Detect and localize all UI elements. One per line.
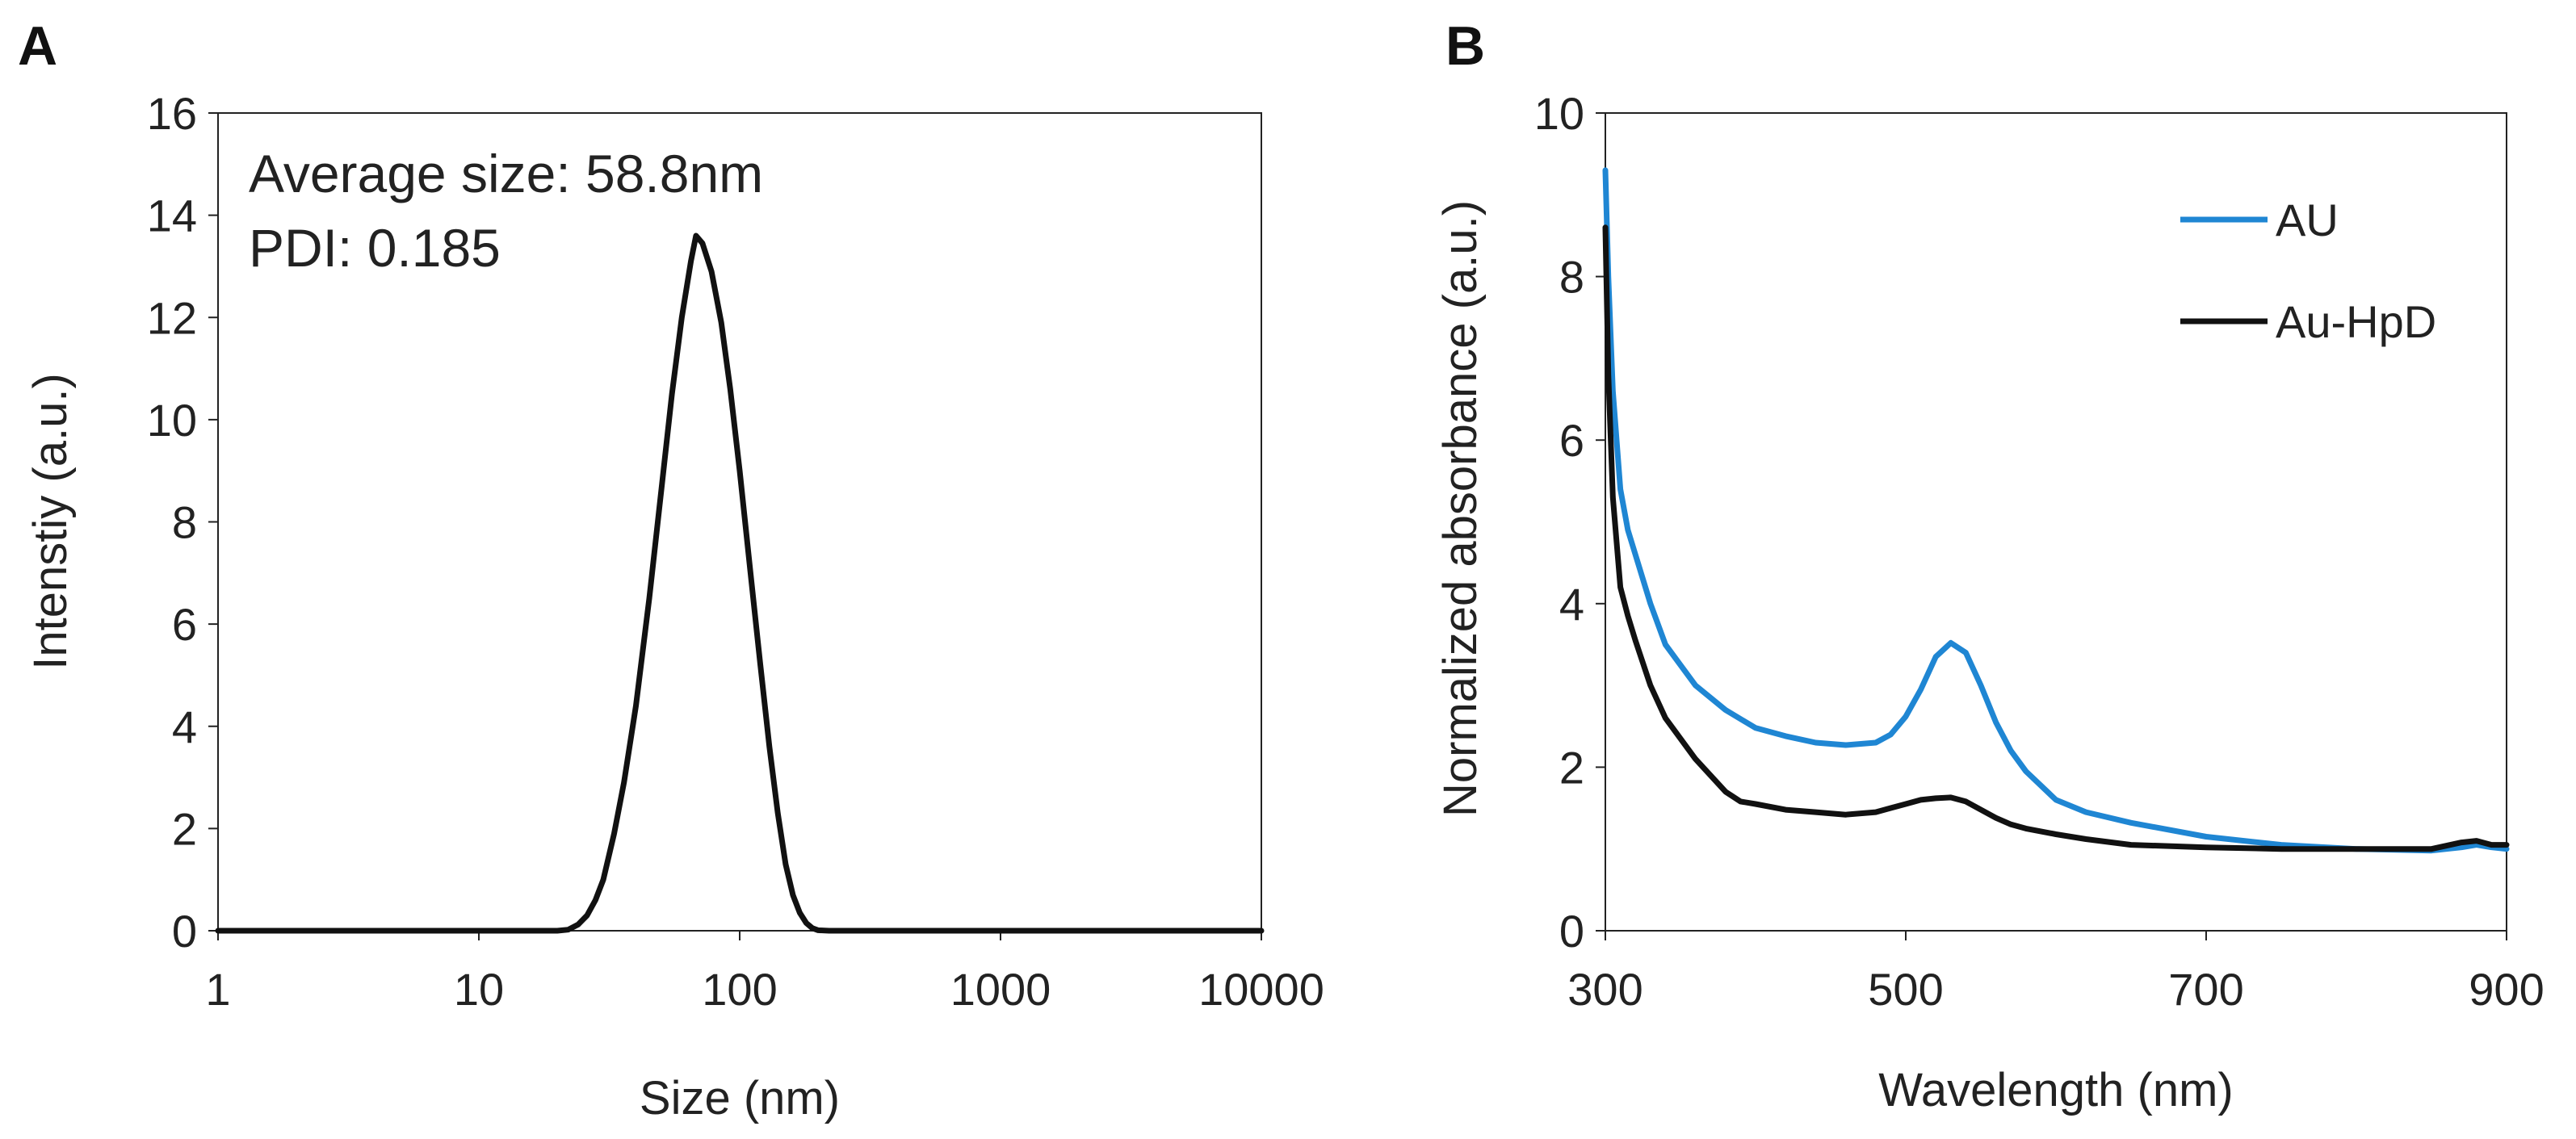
panel-b-y-tick-label: 6 <box>1559 415 1584 466</box>
panel-b-x-tick-label: 500 <box>1868 964 1943 1015</box>
panel-b-y-axis-label: Normalized absorbance (a.u.) <box>1434 200 1487 817</box>
panel-b-x-tick-label: 300 <box>1567 964 1643 1015</box>
panel-b-x-tick-label: 900 <box>2469 964 2544 1015</box>
panel-a-x-tick-label: 1 <box>205 964 230 1015</box>
panel-b-y-tick-label: 0 <box>1559 906 1584 957</box>
au-hpd-series-line <box>1602 224 2510 852</box>
average-size-annotation: Average size: 58.8nm <box>249 144 763 203</box>
panel-b-letter: B <box>1445 15 1485 77</box>
panel-a-x-axis-label: Size (nm) <box>640 1072 840 1124</box>
panel-a-intensity-line <box>215 232 1265 934</box>
panel-a-y-tick-label: 8 <box>172 497 197 548</box>
panel-a-y-tick-label: 10 <box>147 395 197 446</box>
panel-b-plot-frame <box>1605 112 2507 932</box>
panel-a-x-tick-label: 10 <box>454 964 504 1015</box>
panel-a-y-tick-label: 0 <box>172 906 197 957</box>
panel-b-y-tick-label: 10 <box>1534 88 1584 139</box>
au-series-line <box>1602 167 2510 854</box>
panel-a-y-tick-label: 2 <box>172 803 197 854</box>
panel-a-x-tick-label: 1000 <box>950 964 1051 1015</box>
panel-a-y-tick-label: 6 <box>172 599 197 650</box>
panel-a-y-tick-label: 14 <box>147 191 197 241</box>
panel-b-y-tick-label: 8 <box>1559 252 1584 303</box>
panel-b-y-tick-label: 2 <box>1559 742 1584 793</box>
panel-a-letter: A <box>18 15 57 77</box>
panel-a-y-axis-label: Intenstiy (a.u.) <box>24 373 77 669</box>
legend-label-au: AU <box>2276 195 2339 245</box>
legend-label-au-hpd: Au-HpD <box>2276 296 2436 347</box>
panel-b-y-tick-label: 4 <box>1559 579 1584 630</box>
panel-a-y-tick-label: 4 <box>172 701 197 752</box>
panel-b-x-axis-label: Wavelength (nm) <box>1878 1064 2233 1116</box>
panel-a-y-tick-label: 16 <box>147 88 197 139</box>
panel-b: B 0 2 4 6 8 10 300 500 700 900 AU Au-HpD Wavelen… <box>1434 15 2545 1116</box>
panel-a: A 0 2 4 6 8 10 12 14 16 1 10 100 1000 10000 Average … <box>18 15 1324 1124</box>
legend: AU Au-HpD <box>2180 195 2436 347</box>
panel-a-x-tick-label: 10000 <box>1198 964 1324 1015</box>
panel-a-x-tick-label: 100 <box>702 964 777 1015</box>
pdi-annotation: PDI: 0.185 <box>249 218 501 278</box>
panel-a-y-tick-label: 12 <box>147 292 197 343</box>
panel-b-x-tick-label: 700 <box>2168 964 2243 1015</box>
